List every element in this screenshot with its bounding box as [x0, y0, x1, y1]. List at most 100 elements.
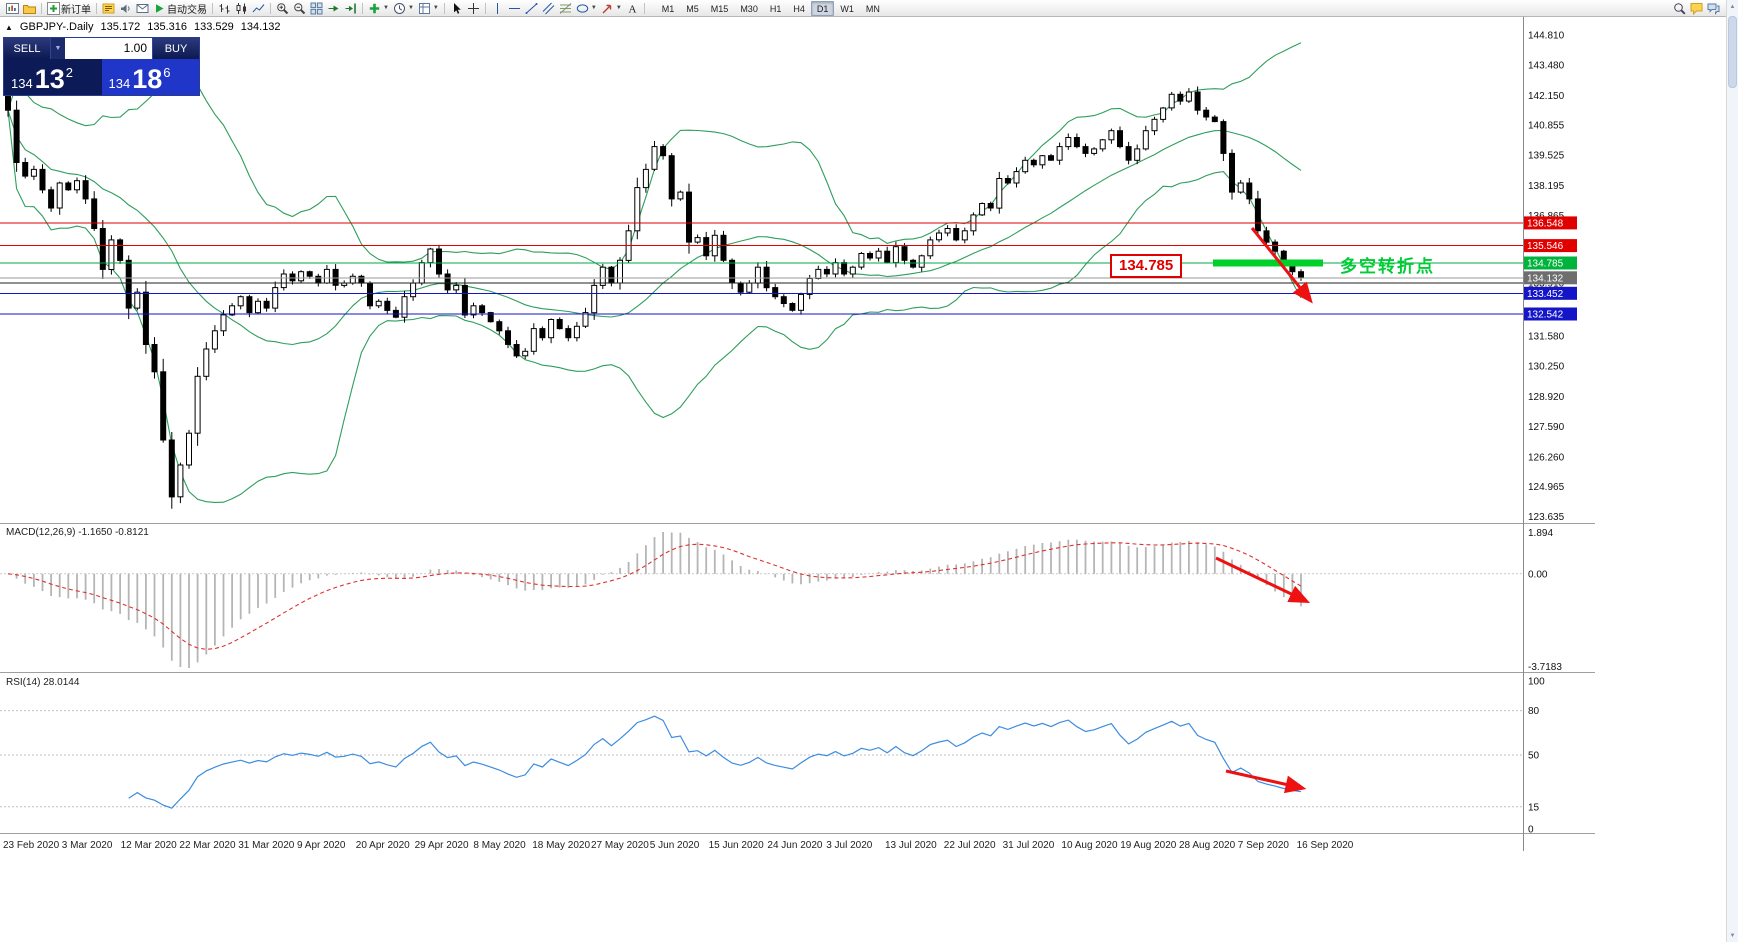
svg-text:3 Jul 2020: 3 Jul 2020 — [826, 840, 873, 851]
profiles-icon — [23, 2, 36, 15]
timeframe-h4-button[interactable]: H4 — [793, 3, 805, 14]
scroll-down-icon[interactable]: ▼ — [1729, 932, 1736, 939]
svg-text:133.452: 133.452 — [1527, 289, 1564, 300]
templates-button[interactable]: ▼ — [416, 1, 441, 16]
periods-button[interactable]: ▼ — [391, 1, 416, 16]
horizontal-line-button[interactable] — [506, 1, 523, 16]
metaeditor-icon — [102, 2, 115, 15]
crosshair-button[interactable] — [465, 1, 482, 16]
scrollbar-thumb[interactable] — [1728, 16, 1737, 88]
chevron-down-icon: ▼ — [615, 5, 622, 11]
chat-icon — [1690, 2, 1703, 15]
vertical-line-button[interactable] — [489, 1, 506, 16]
svg-text:136.548: 136.548 — [1527, 218, 1564, 229]
macd-indicator-label: MACD(12,26,9) -1.1650 -0.8121 — [6, 527, 149, 538]
alerts-button[interactable] — [117, 1, 134, 16]
timeframe-m1-button[interactable]: M1 — [661, 3, 675, 14]
trendline-icon — [525, 2, 538, 15]
zoom-in-button[interactable] — [274, 1, 291, 16]
svg-text:12 Mar 2020: 12 Mar 2020 — [121, 840, 178, 851]
svg-text:132.542: 132.542 — [1527, 310, 1564, 321]
chevron-down-icon: ▼ — [407, 5, 414, 11]
high-value: 135.316 — [147, 21, 188, 33]
arrows-button[interactable]: ▼ — [599, 1, 624, 16]
bollinger-bands — [7, 42, 1302, 503]
open-value: 135.172 — [100, 21, 141, 33]
timeframe-h1-button[interactable]: H1 — [769, 3, 782, 14]
timeframe-m30-button[interactable]: M30 — [740, 3, 758, 14]
autoscroll-button[interactable] — [325, 1, 342, 16]
svg-text:123.635: 123.635 — [1528, 512, 1565, 523]
indicators-button[interactable]: ▼ — [366, 1, 391, 16]
trend-arrow-annotations[interactable] — [1215, 227, 1313, 794]
news-button[interactable] — [134, 1, 151, 16]
timeframe-d1-button[interactable]: D1 — [810, 0, 835, 16]
scroll-up-icon[interactable]: ▲ — [1729, 3, 1736, 10]
svg-text:31 Jul 2020: 31 Jul 2020 — [1003, 840, 1055, 851]
price-annotation-box[interactable]: 134.785 — [1110, 254, 1183, 278]
bar-chart-button[interactable] — [216, 1, 233, 16]
chevron-down-icon: ▼ — [432, 5, 439, 11]
new-order-button[interactable]: 新订单 — [45, 1, 93, 16]
chart-shift-button[interactable] — [342, 1, 359, 16]
timeframe-m5-button[interactable]: M5 — [686, 3, 699, 14]
forum-button[interactable] — [1705, 1, 1722, 16]
line-chart-button[interactable] — [250, 1, 267, 16]
text-icon: A — [626, 2, 639, 15]
buy-button[interactable]: BUY — [152, 38, 199, 59]
zoom-out-button[interactable] — [291, 1, 308, 16]
search-button[interactable] — [1671, 1, 1688, 16]
macd-signal-line — [7, 542, 1302, 650]
profiles-button[interactable] — [21, 1, 38, 16]
timeframe-w1-button[interactable]: W1 — [840, 3, 854, 14]
trendline-button[interactable] — [523, 1, 540, 16]
toolbar-separator — [270, 2, 271, 14]
candle-chart-icon — [235, 2, 248, 15]
green-band-annotation[interactable] — [1213, 259, 1323, 267]
chat-button[interactable] — [1688, 1, 1705, 16]
rsi-level-lines — [0, 710, 1523, 808]
timeframe-mn-button[interactable]: MN — [865, 3, 880, 14]
bid-price[interactable]: 134 13 2 — [4, 59, 102, 95]
volume-input[interactable]: 1.00 — [65, 38, 152, 59]
svg-text:22 Mar 2020: 22 Mar 2020 — [179, 840, 236, 851]
autotrading-label: 自动交易 — [167, 4, 207, 16]
vertical-scrollbar[interactable]: ▲ ▼ — [1726, 0, 1738, 942]
panel-collapse-icon[interactable]: ▲ — [5, 22, 13, 32]
chevron-down-icon: ▼ — [383, 5, 389, 11]
fibonacci-icon — [559, 2, 572, 15]
svg-text:142.150: 142.150 — [1528, 91, 1565, 102]
toolbar-separator — [41, 2, 42, 14]
svg-text:9 Apr 2020: 9 Apr 2020 — [297, 840, 346, 851]
tile-windows-button[interactable] — [308, 1, 325, 16]
ask-pipette: 6 — [163, 65, 171, 80]
svg-text:22 Jul 2020: 22 Jul 2020 — [944, 840, 996, 851]
text-button[interactable]: A — [624, 1, 641, 16]
arrows-icon — [601, 2, 614, 15]
fibonacci-button[interactable] — [557, 1, 574, 16]
svg-text:80: 80 — [1528, 706, 1540, 717]
cursor-button[interactable] — [448, 1, 465, 16]
timeframe-m15-button[interactable]: M15 — [710, 3, 729, 14]
autotrading-button[interactable]: 自动交易 — [151, 1, 209, 16]
sell-button[interactable]: SELL — [4, 38, 51, 59]
svg-text:18 May 2020: 18 May 2020 — [532, 840, 590, 851]
toolbar-separator — [643, 2, 645, 14]
bar-chart-icon — [218, 2, 231, 15]
cursor-icon — [450, 2, 463, 15]
svg-text:131.580: 131.580 — [1528, 331, 1565, 342]
new-order-icon — [47, 1, 60, 15]
toolbar-separator — [362, 2, 363, 14]
ask-price[interactable]: 134 18 6 — [101, 59, 199, 95]
new-chart-button[interactable] — [4, 1, 21, 16]
candle-chart-button[interactable] — [233, 1, 250, 16]
channel-button[interactable] — [540, 1, 557, 16]
metaeditor-button[interactable] — [100, 1, 117, 16]
volume-dropdown-icon[interactable]: ▼ — [51, 38, 65, 59]
shapes-button[interactable]: ▼ — [574, 1, 599, 16]
turning-point-note[interactable]: 多空转折点 — [1340, 257, 1435, 276]
svg-text:50: 50 — [1528, 751, 1540, 762]
svg-text:27 May 2020: 27 May 2020 — [591, 840, 649, 851]
